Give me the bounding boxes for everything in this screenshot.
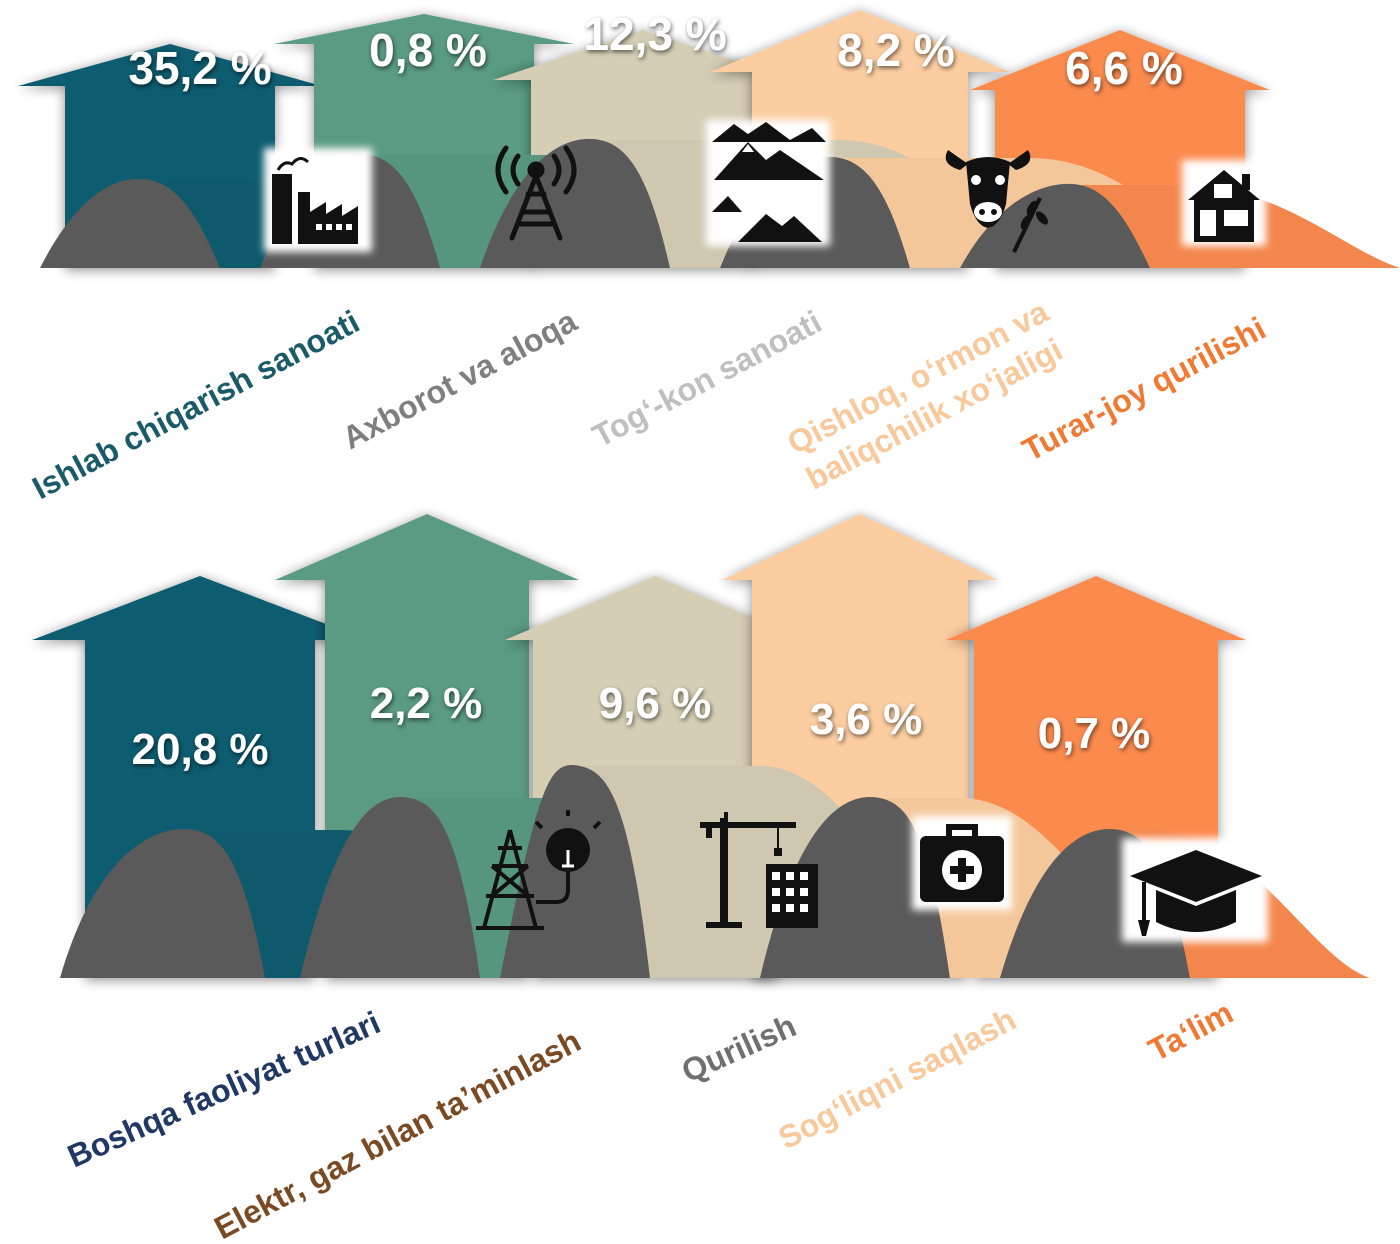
ribbon-fold-2: [300, 796, 480, 978]
radio-tower-icon: [495, 145, 577, 241]
factory-icon: [264, 148, 372, 252]
value-label: 2,2 %: [370, 679, 483, 728]
value-label: 3,6 %: [810, 695, 923, 744]
category-label: Ta‘lim: [1142, 994, 1238, 1068]
value-label: 0,7 %: [1038, 709, 1151, 758]
ribbon-fold-3: [480, 138, 670, 268]
category-label: Turar-joy qurilishi: [1016, 310, 1271, 468]
cow-wheat-icon: [945, 150, 1048, 253]
category-label: Sog‘liqni saqlash: [772, 1001, 1021, 1156]
ribbon-fold-1: [60, 828, 265, 978]
ribbon-fold-5: [960, 183, 1150, 268]
category-label: Axborot va aloqa: [336, 302, 582, 456]
first-aid-kit-icon: [912, 816, 1012, 910]
ribbon-fold-1: [40, 178, 220, 268]
value-label: 9,6 %: [599, 679, 712, 728]
category-label: Qishloq, o‘rmon vabaliqchilik xo‘jaligi: [781, 293, 1073, 496]
ribbon-fold-4: [760, 796, 950, 978]
value-label: 12,3 %: [583, 8, 726, 60]
value-label: 6,6 %: [1065, 42, 1183, 94]
value-label: 20,8 %: [132, 725, 269, 774]
ribbon-fold-3: [500, 765, 650, 978]
value-label: 0,8 %: [369, 24, 487, 76]
house-icon: [1182, 160, 1266, 246]
crane-building-icon: [700, 812, 818, 928]
category-label: Qurilish: [676, 1007, 801, 1089]
graduation-cap-icon: [1122, 838, 1268, 942]
value-label: 8,2 %: [837, 24, 955, 76]
mountains-icon: [706, 120, 830, 246]
category-label: Ishlab chiqarish sanoati: [26, 303, 365, 506]
power-bulb-icon: [476, 810, 602, 930]
value-label: 35,2 %: [128, 42, 271, 94]
